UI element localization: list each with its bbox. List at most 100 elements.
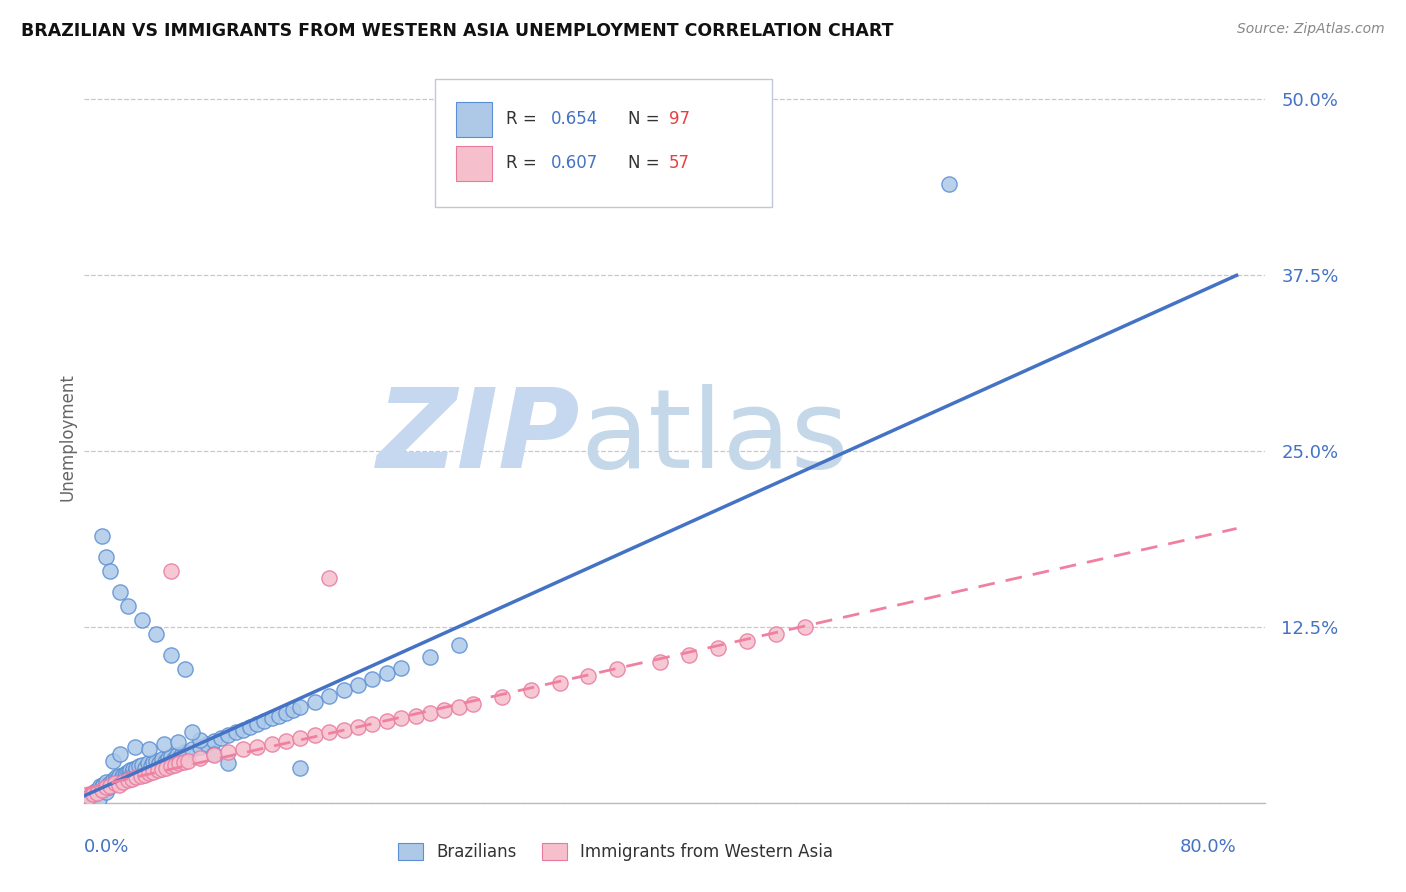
Point — [104, 774, 127, 789]
Point — [150, 752, 173, 766]
Point — [110, 773, 132, 788]
Point — [188, 732, 211, 747]
Point — [155, 761, 177, 775]
Point — [98, 564, 121, 578]
Point — [110, 584, 132, 599]
Point — [389, 661, 412, 675]
Point — [82, 789, 104, 803]
Point — [217, 728, 239, 742]
Point — [90, 780, 112, 795]
Point — [117, 773, 139, 788]
Legend: Brazilians, Immigrants from Western Asia: Brazilians, Immigrants from Western Asia — [392, 836, 839, 868]
Text: 0.654: 0.654 — [551, 110, 598, 128]
Point — [152, 737, 174, 751]
Point — [232, 742, 254, 756]
Point — [304, 694, 326, 708]
Point — [169, 756, 191, 771]
Point — [419, 706, 441, 720]
Point — [361, 717, 384, 731]
Point — [173, 755, 195, 769]
Point — [463, 698, 485, 712]
Point — [548, 676, 571, 690]
Point — [239, 720, 262, 734]
Text: 0.0%: 0.0% — [84, 838, 129, 856]
Point — [93, 781, 115, 796]
Point — [146, 764, 169, 778]
Point — [578, 669, 600, 683]
Point — [246, 717, 269, 731]
Point — [86, 786, 108, 800]
Bar — [457, 146, 492, 181]
Point — [165, 757, 187, 772]
Point — [290, 731, 312, 745]
Point — [159, 648, 181, 662]
Point — [94, 774, 117, 789]
Text: R =: R = — [506, 153, 541, 172]
Point — [128, 759, 150, 773]
Point — [181, 742, 204, 756]
Point — [94, 549, 117, 564]
Point — [124, 764, 146, 779]
Text: 57: 57 — [669, 153, 690, 172]
Point — [138, 742, 160, 756]
Point — [124, 739, 146, 754]
Point — [447, 638, 470, 652]
Text: atlas: atlas — [581, 384, 849, 491]
Point — [361, 672, 384, 686]
Point — [169, 751, 191, 765]
Point — [225, 725, 247, 739]
Point — [167, 735, 190, 749]
Point — [246, 739, 269, 754]
Point — [91, 778, 114, 792]
Point — [98, 776, 121, 790]
Point — [153, 755, 176, 769]
Point — [86, 783, 108, 797]
Point — [938, 177, 960, 191]
Point — [707, 641, 730, 656]
Point — [159, 759, 181, 773]
Point — [125, 771, 148, 785]
Point — [134, 761, 156, 775]
Point — [650, 655, 672, 669]
Point — [202, 747, 225, 761]
Point — [90, 783, 112, 797]
Point — [274, 734, 297, 748]
Point — [678, 648, 700, 662]
Point — [139, 759, 162, 773]
Point — [101, 754, 124, 768]
Point — [332, 683, 354, 698]
Point — [134, 767, 156, 781]
Point — [138, 766, 160, 780]
Point — [174, 662, 197, 676]
Point — [114, 769, 136, 783]
Point — [156, 751, 179, 765]
Point — [188, 751, 211, 765]
Point — [83, 784, 105, 798]
Point — [447, 700, 470, 714]
Point — [94, 784, 117, 798]
Text: R =: R = — [506, 110, 541, 128]
Point — [202, 747, 225, 762]
Point — [375, 714, 398, 729]
Point — [290, 761, 312, 775]
Point — [111, 771, 134, 785]
Point — [793, 620, 815, 634]
Text: BRAZILIAN VS IMMIGRANTS FROM WESTERN ASIA UNEMPLOYMENT CORRELATION CHART: BRAZILIAN VS IMMIGRANTS FROM WESTERN ASI… — [21, 22, 894, 40]
Point — [122, 762, 145, 776]
Point — [177, 754, 200, 768]
Point — [150, 762, 173, 776]
Point — [108, 778, 131, 792]
Point — [347, 720, 370, 734]
Point — [115, 766, 138, 780]
Point — [108, 769, 131, 783]
Point — [163, 752, 186, 766]
Point — [120, 764, 142, 778]
Point — [260, 711, 283, 725]
Point — [145, 754, 167, 768]
Point — [98, 779, 121, 793]
Point — [166, 747, 188, 762]
Text: 0.607: 0.607 — [551, 153, 598, 172]
Point — [318, 689, 340, 703]
Point — [159, 749, 181, 764]
Point — [232, 723, 254, 737]
